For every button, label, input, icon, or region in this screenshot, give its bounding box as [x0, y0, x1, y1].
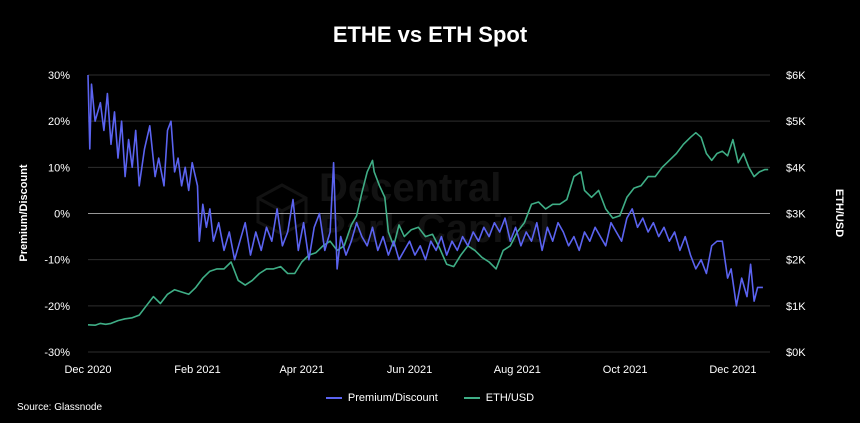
y-right-axis-title: ETH/USD [833, 189, 845, 237]
y-right-tick-label: $1K [786, 301, 806, 313]
y-left-tick-label: 0% [54, 209, 70, 221]
x-tick-label: Feb 2021 [174, 364, 220, 376]
legend-swatch-premium [325, 397, 342, 399]
y-right-tick-label: $3K [786, 209, 806, 221]
legend-label-eth: ETH/USD [485, 392, 535, 404]
legend-swatch-eth [463, 397, 480, 399]
legend-label-premium: Premium/Discount [347, 392, 438, 404]
y-right-tick-label: $4K [786, 162, 806, 174]
x-tick-label: Oct 2021 [603, 364, 648, 376]
series-line-premium-discount [87, 74, 763, 307]
x-tick-label: Dec 2021 [709, 364, 756, 376]
source-note: Source: Glassnode [17, 402, 103, 413]
y-right-tick-label: $6K [786, 70, 806, 82]
y-left-tick-label: -10% [44, 255, 70, 267]
chart-legend: Premium/Discount ETH/USD [0, 392, 860, 404]
chart-title: ETHE vs ETH Spot [332, 22, 528, 47]
y-right-tick-label: $0K [786, 347, 806, 359]
y-left-tick-label: 10% [48, 162, 70, 174]
y-left-tick-label: -30% [44, 347, 70, 359]
y-left-tick-label: -20% [44, 301, 70, 313]
x-tick-label: Jun 2021 [387, 364, 432, 376]
y-left-tick-label: 20% [48, 116, 70, 128]
x-tick-label: Aug 2021 [494, 364, 541, 376]
x-tick-label: Apr 2021 [279, 364, 324, 376]
y-left-tick-label: 30% [48, 70, 70, 82]
legend-item-eth: ETH/USD [463, 392, 535, 404]
y-right-tick-label: $5K [786, 116, 806, 128]
series-line-eth-usd [87, 131, 769, 326]
cube-logo-icon [256, 183, 308, 236]
y-left-axis-title: Premium/Discount [18, 164, 30, 262]
x-tick-label: Dec 2020 [64, 364, 111, 376]
watermark-line1: Decentral [319, 166, 502, 210]
y-right-tick-label: $2K [786, 255, 806, 267]
legend-item-premium: Premium/Discount [325, 392, 438, 404]
